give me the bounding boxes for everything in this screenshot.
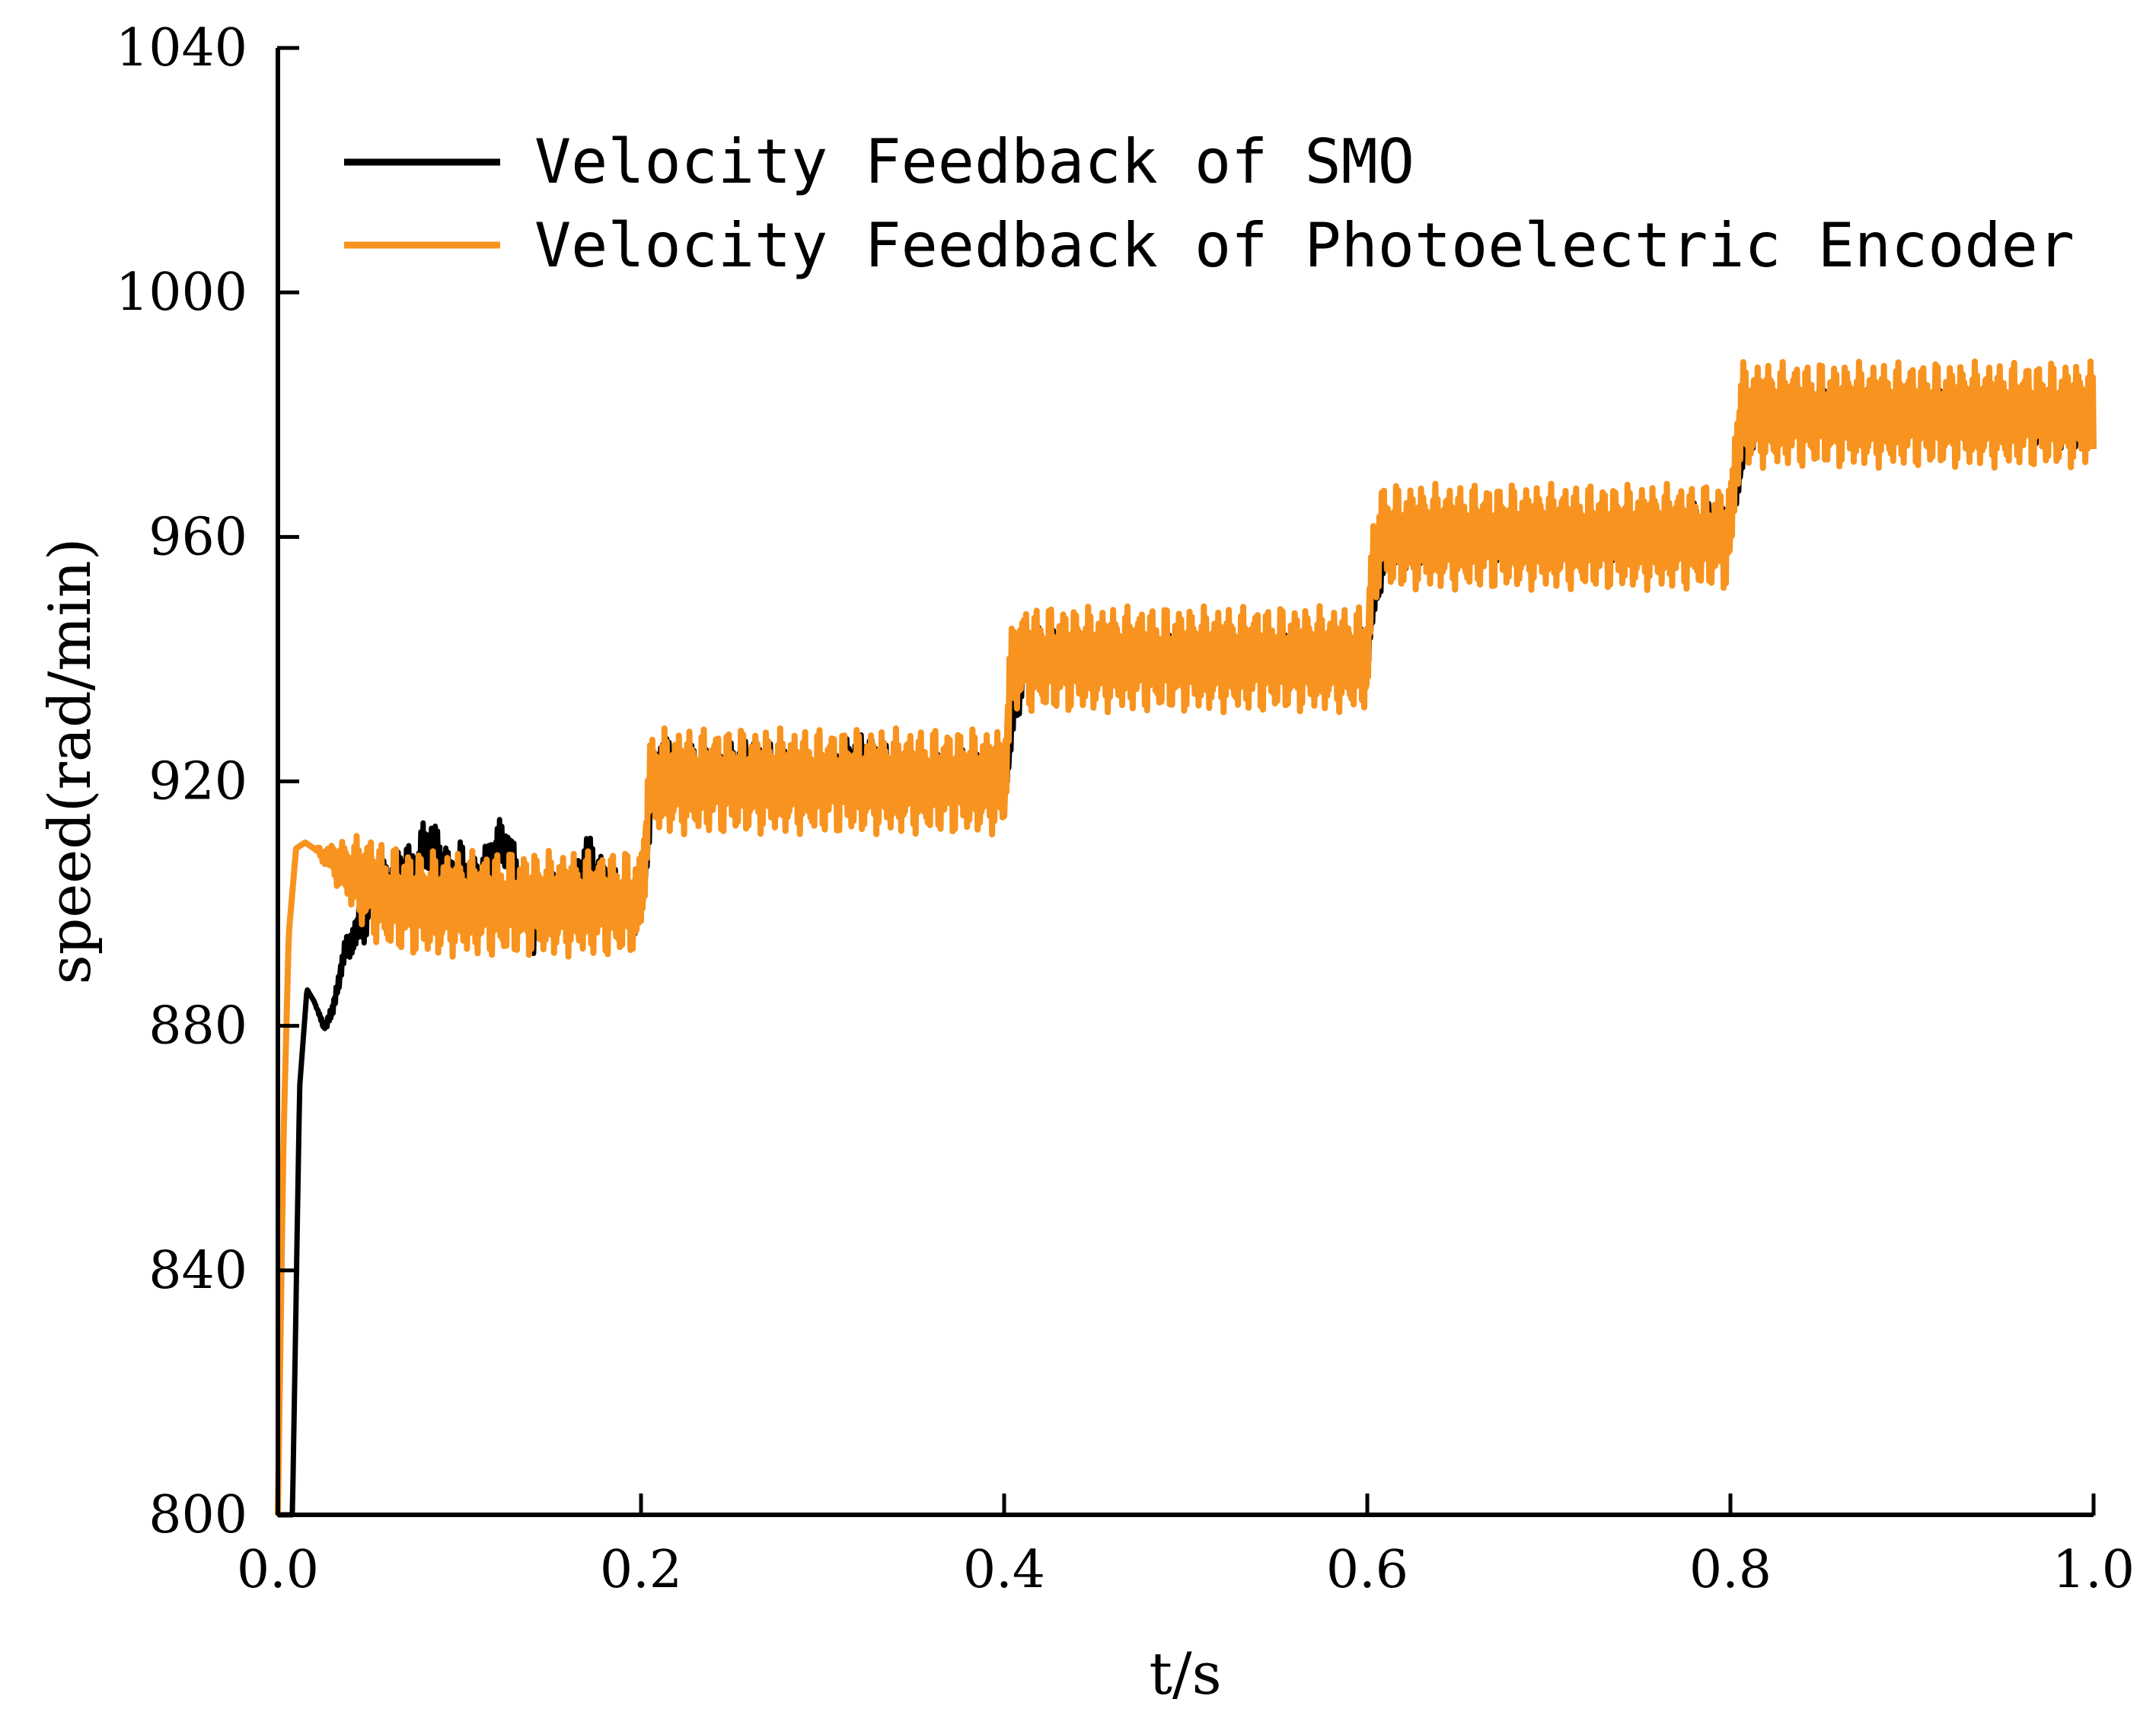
x-tick-label: 0.8 [1689, 1540, 1772, 1600]
legend-label-smo: Velocity Feedback of SMO [534, 126, 1414, 197]
x-axis-title: t/s [1149, 1640, 1221, 1707]
x-tick-label: 0.0 [237, 1540, 319, 1600]
y-axis-title: speed(rad/min) [36, 538, 104, 985]
series-layer [275, 358, 2097, 1518]
y-tick-label: 1040 [116, 18, 247, 78]
series-line-smo [276, 385, 2097, 1518]
x-tick-label: 1.0 [2052, 1540, 2135, 1600]
y-tick-label: 960 [148, 507, 247, 567]
x-tick-label: 0.2 [600, 1540, 682, 1600]
y-tick-label: 880 [148, 996, 247, 1057]
legend-label-encoder: Velocity Feedback of Photoelectric Encod… [534, 210, 2075, 281]
y-tick-label: 800 [148, 1485, 247, 1545]
legend: Velocity Feedback of SMO Velocity Feedba… [344, 126, 2075, 281]
y-tick-label: 1000 [116, 263, 247, 323]
series-line-encoder [275, 358, 2097, 1516]
x-tick-label: 0.6 [1326, 1540, 1408, 1600]
x-tick-label: 0.4 [963, 1540, 1045, 1600]
x-ticks: 0.0 0.2 0.4 0.6 0.8 1.0 [237, 1494, 2135, 1600]
y-ticks: 800 840 880 920 960 1000 1040 [116, 18, 299, 1545]
y-tick-label: 840 [148, 1241, 247, 1301]
y-tick-label: 920 [148, 752, 247, 812]
